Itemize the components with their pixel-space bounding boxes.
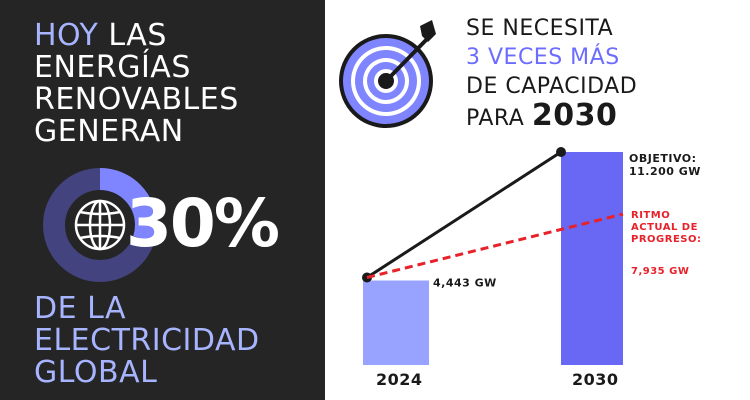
right-header: SE NECESITA 3 VECES MÁS DE CAPACIDAD PAR… (466, 14, 746, 133)
x-tick-2024: 2024 (376, 370, 423, 389)
bar-2030 (561, 152, 623, 365)
label-2024-value: 4,443 GW (433, 277, 497, 290)
bar-2024 (363, 280, 429, 365)
label-trend: RITMO ACTUAL DE PROGRESO: (631, 210, 701, 245)
headline-accent: HOY (34, 18, 99, 53)
bottom-text: DE LA ELECTRICIDAD GLOBAL (34, 293, 324, 389)
headline-line-3: RENOVABLES (34, 82, 239, 117)
renewable-share-percent: 30% (126, 185, 280, 262)
headline-part: LAS (98, 18, 167, 53)
header-line-2: 3 VECES MÁS (466, 45, 620, 70)
header-line-4-prefix: PARA (466, 106, 525, 131)
headline: HOY LAS ENERGÍAS RENOVABLES GENERAN (34, 20, 324, 148)
globe-icon (74, 199, 126, 251)
header-year: 2030 (531, 98, 618, 133)
bottom-line-2: ELECTRICIDAD (34, 323, 260, 358)
header-line-1: SE NECESITA (466, 16, 614, 41)
left-panel: HOY LAS ENERGÍAS RENOVABLES GENERAN 30% … (0, 0, 325, 400)
trend-line (366, 212, 624, 279)
capacity-chart: 2024 2030 4,443 GW OBJETIVO: 11.200 GW RITMO A… (362, 147, 701, 389)
bottom-line-3: GLOBAL (34, 355, 158, 390)
x-tick-2030: 2030 (572, 370, 619, 389)
label-trend-value: 7,935 GW (631, 266, 689, 277)
target-arrow-icon (339, 20, 436, 128)
bottom-line-1: DE LA (34, 291, 127, 326)
headline-line-4: GENERAN (34, 114, 184, 149)
share-donut (43, 168, 157, 282)
target-line (366, 150, 562, 279)
headline-line-2: ENERGÍAS (34, 50, 191, 85)
point-2030-target (556, 147, 566, 157)
header-line-3: DE CAPACIDAD (466, 74, 638, 99)
label-2030-target: OBJETIVO: 11.200 GW (629, 152, 701, 178)
